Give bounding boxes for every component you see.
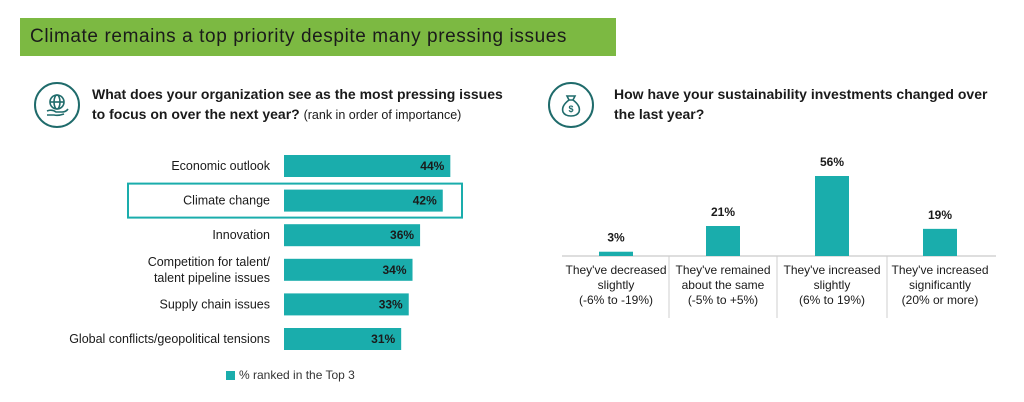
column-label-1: 21% [711, 205, 735, 219]
bar-3 [284, 258, 413, 281]
category-label-0-0: Economic outlook [171, 159, 270, 173]
column-category-1-1: about the same [682, 278, 765, 292]
category-label-3-1: talent pipeline issues [154, 271, 270, 285]
column-category-2-0: They've increased [783, 263, 880, 277]
left-question: What does your organization see as the m… [92, 84, 512, 125]
column-1 [706, 226, 740, 256]
column-category-3-2: (20% or more) [902, 293, 979, 307]
column-3 [923, 228, 957, 256]
bar-label-5: 31% [371, 332, 395, 346]
globe-in-hand-icon [34, 82, 80, 128]
bar-4 [284, 293, 409, 316]
column-category-0-2: (-6% to -19%) [579, 293, 653, 307]
category-label-3-0: Competition for talent/ [148, 255, 271, 269]
left-question-note: (rank in order of importance) [303, 108, 462, 122]
left-question-text: What does your organization see as the m… [92, 86, 503, 122]
money-bag-icon: $ [548, 82, 594, 128]
column-category-3-1: significantly [909, 278, 971, 292]
legend: % ranked in the Top 3 [226, 368, 355, 382]
legend-swatch [226, 370, 235, 380]
banner-title: Climate remains a top priority despite m… [30, 26, 567, 47]
bar-1 [284, 189, 443, 212]
highlight-box [127, 182, 463, 219]
category-label-4-0: Supply chain issues [160, 297, 270, 311]
bar-label-1: 42% [413, 194, 437, 208]
category-label-1-0: Climate change [183, 194, 270, 208]
column-label-2: 56% [820, 155, 844, 169]
bar-5 [284, 328, 402, 350]
banner: Climate remains a top priority despite m… [20, 18, 616, 56]
bar-label-4: 33% [379, 297, 403, 311]
column-category-2-2: (6% to 19%) [799, 293, 865, 307]
bar-label-2: 36% [390, 228, 414, 242]
column-label-0: 3% [607, 231, 625, 245]
column-category-1-0: They've remained [675, 263, 770, 277]
column-category-0-0: They've decreased [565, 263, 666, 277]
legend-label: % ranked in the Top 3 [239, 368, 355, 382]
column-category-3-0: They've increased [891, 263, 988, 277]
bar-label-3: 34% [382, 263, 406, 277]
right-question-text: How have your sustainability investments… [614, 86, 988, 122]
column-0 [599, 251, 633, 256]
bar-label-0: 44% [420, 159, 444, 173]
category-label-2-0: Innovation [212, 228, 270, 242]
right-question: How have your sustainability investments… [614, 84, 994, 124]
bar-0 [284, 155, 451, 177]
category-label-5-0: Global conflicts/geopolitical tensions [69, 332, 270, 346]
svg-text:$: $ [568, 104, 573, 114]
column-2 [815, 176, 849, 256]
column-category-2-1: slightly [814, 278, 851, 292]
bar-2 [284, 224, 421, 247]
column-category-1-2: (-5% to +5%) [688, 293, 758, 307]
column-label-3: 19% [928, 208, 952, 222]
column-category-0-1: slightly [598, 278, 635, 292]
